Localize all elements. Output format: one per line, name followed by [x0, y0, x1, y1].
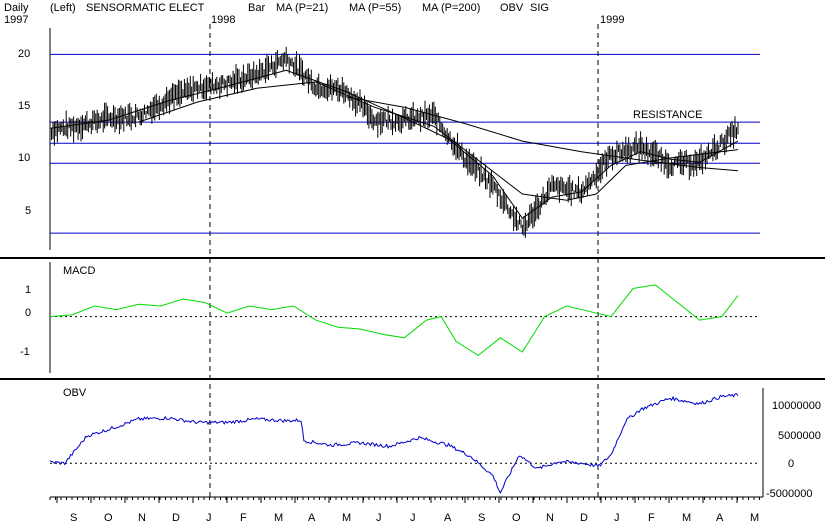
moving-average-3 [345, 96, 739, 172]
month-label: N [138, 512, 146, 523]
price-tick-5: 5 [25, 205, 31, 217]
month-label: S [70, 512, 77, 523]
month-label: A [716, 512, 724, 523]
month-label: O [104, 512, 113, 523]
month-label: J [206, 512, 212, 523]
month-label: M [750, 512, 759, 523]
month-label: O [512, 512, 521, 523]
obv-line [49, 393, 739, 495]
resistance-label: RESISTANCE [633, 109, 702, 121]
month-label: J [410, 512, 416, 523]
header-style: Bar [248, 2, 265, 14]
macd-series [49, 284, 739, 357]
header-ma1: MA (P=21) [276, 2, 328, 14]
month-label: M [274, 512, 283, 523]
month-label: S [478, 512, 485, 523]
macd-tick-neg1: -1 [20, 346, 30, 358]
obv-tick-neg5000000: -5000000 [766, 488, 813, 500]
year-label-1999: 1999 [600, 14, 624, 26]
month-label: D [580, 512, 588, 523]
obv-series [49, 393, 739, 495]
header-period: Daily [4, 2, 29, 14]
header-scale: (Left) [50, 2, 76, 14]
month-label: J [614, 512, 620, 523]
year-label-1998: 1998 [211, 14, 235, 26]
price-tick-20: 20 [18, 48, 30, 60]
month-label: M [342, 512, 351, 523]
year-label-1997: 1997 [4, 14, 28, 26]
month-label: A [444, 512, 452, 523]
price-bars [49, 46, 739, 238]
obv-tick-0: 0 [788, 458, 794, 470]
month-label: N [546, 512, 554, 523]
price-tick-10: 10 [18, 152, 30, 164]
header-obv-legend: OBV [500, 2, 524, 14]
header-security: SENSORMATIC ELECT [86, 2, 205, 14]
moving-averages [49, 69, 739, 220]
month-label: D [172, 512, 180, 523]
macd-line [49, 284, 739, 357]
header-ma3: MA (P=200) [422, 2, 480, 14]
header-ma2: MA (P=55) [349, 2, 401, 14]
year-dividers [209, 24, 599, 500]
price-tick-15: 15 [18, 100, 30, 112]
zero-lines [50, 316, 760, 464]
obv-tick-5000000: 5000000 [778, 430, 821, 442]
month-label: J [376, 512, 382, 523]
macd-tick-1: 1 [25, 284, 31, 296]
header-sig-legend: SIG [530, 2, 549, 14]
month-label: F [240, 512, 247, 523]
month-label: M [682, 512, 691, 523]
moving-average-2 [138, 81, 739, 201]
moving-average-1 [49, 69, 739, 220]
obv-tick-10000000: 10000000 [772, 400, 821, 412]
macd-title: MACD [63, 265, 95, 277]
month-label: A [308, 512, 316, 523]
macd-tick-0: 0 [25, 307, 31, 319]
month-label: F [648, 512, 655, 523]
obv-title: OBV [63, 387, 87, 399]
